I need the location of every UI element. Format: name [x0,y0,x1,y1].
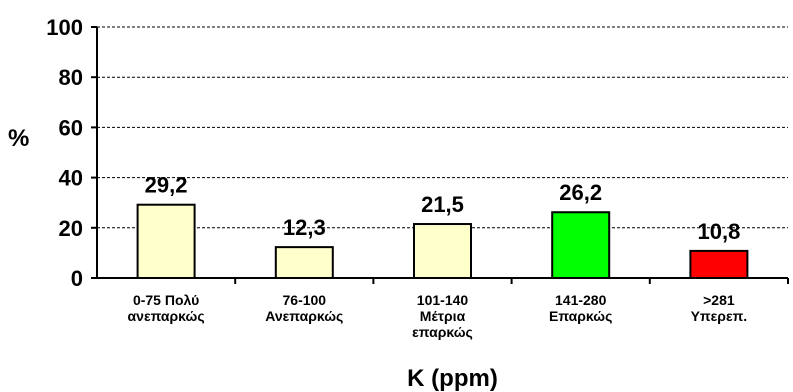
category-label-line: Υπερεπ. [691,308,748,324]
y-tick-label: 60 [59,115,83,140]
data-label: 26,2 [559,180,602,205]
bar [138,205,195,278]
y-tick-label: 20 [59,216,83,241]
category-label-line: >281 [703,292,735,308]
category-label-line: Ανεπαρκώς [265,308,343,324]
category-label-line: 0-75 Πολύ [133,292,199,308]
y-axis-ticks: 0 20 40 60 80 100 [46,15,97,291]
y-axis-label: % [8,125,29,152]
category-label: >281 Υπερεπ. [691,292,748,324]
y-tick-label: 100 [46,15,83,40]
x-axis-categories: 0-75 Πολύ ανεπαρκώς 76-100 Ανεπαρκώς 101-140… [128,278,788,340]
y-tick-label: 80 [59,65,83,90]
bar [690,251,747,278]
category-label: 101-140 Μέτρια επαρκώς [412,292,473,340]
y-tick-label: 40 [59,166,83,191]
category-label-line: 141-280 [555,292,607,308]
category-label-line: ανεπαρκώς [128,308,205,324]
y-tick-label: 0 [71,266,83,291]
category-label: 141-280 Επαρκώς [549,292,612,324]
category-label: 0-75 Πολύ ανεπαρκώς [128,292,205,324]
data-label: 12,3 [283,215,326,240]
x-axis-label: K (ppm) [407,365,498,392]
category-label-line: Μέτρια [420,308,466,324]
data-label: 29,2 [145,173,188,198]
data-label: 10,8 [697,219,740,244]
bar [414,224,471,278]
category-label-line: Επαρκώς [549,308,612,324]
category-label-line: 76-100 [283,292,327,308]
category-label-line: 101-140 [417,292,469,308]
bar [552,212,609,278]
category-label: 76-100 Ανεπαρκώς [265,292,343,324]
data-label: 21,5 [421,192,464,217]
bar [276,247,333,278]
category-label-line: επαρκώς [412,324,473,340]
